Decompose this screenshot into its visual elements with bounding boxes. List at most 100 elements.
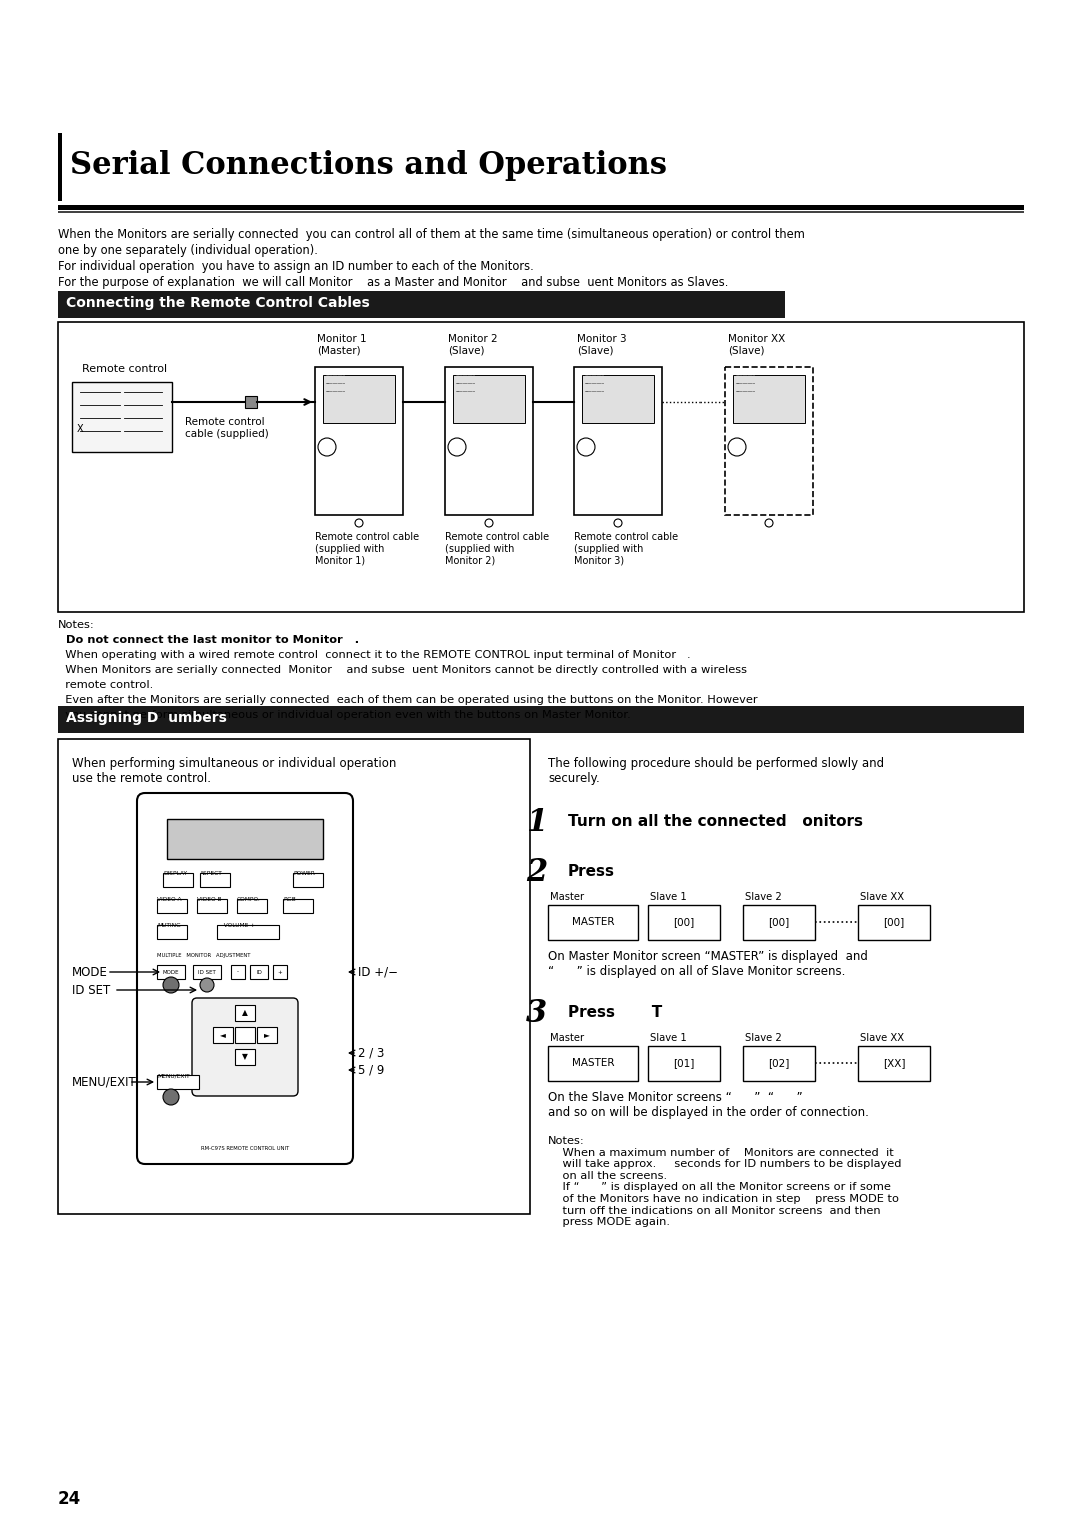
Bar [315, 367, 403, 515]
Text: DISPLAY: DISPLAY [163, 872, 187, 876]
Text: [XX]: [XX] [882, 1058, 905, 1067]
Bar [58, 323, 1024, 612]
Circle shape [318, 437, 336, 456]
Bar [249, 965, 268, 979]
Text: you cannot perform simultaneous or individual operation even with the buttons on: you cannot perform simultaneous or indiv… [58, 709, 631, 720]
Text: 3: 3 [526, 998, 548, 1029]
Text: RGB: RGB [283, 898, 296, 902]
Text: ID SET: ID SET [198, 969, 216, 974]
Text: Assigning D  umbers: Assigning D umbers [66, 711, 227, 725]
Text: Notes:: Notes: [58, 619, 95, 630]
Text: Monitor 2
(Slave): Monitor 2 (Slave) [448, 333, 498, 356]
Text: ID: ID [256, 969, 262, 974]
Text: Remote control
cable (supplied): Remote control cable (supplied) [185, 417, 269, 439]
Bar [283, 899, 313, 913]
Bar [163, 873, 193, 887]
Text: The following procedure should be performed slowly and
securely.: The following procedure should be perfor… [548, 757, 885, 784]
Text: [00]: [00] [883, 917, 905, 927]
Bar [213, 1027, 233, 1043]
Text: Slave 2: Slave 2 [745, 1034, 782, 1043]
Text: Remote control cable
(supplied with
Monitor 1): Remote control cable (supplied with Moni… [315, 532, 419, 566]
Bar [582, 375, 654, 424]
Text: ◄: ◄ [220, 1031, 226, 1040]
Bar [58, 205, 1024, 209]
Bar [157, 965, 185, 979]
Bar [197, 899, 227, 913]
Text: ────────: ──────── [584, 382, 604, 385]
Bar [58, 739, 530, 1214]
Text: ASPECT: ASPECT [200, 872, 222, 876]
Text: Connecting the Remote Control Cables: Connecting the Remote Control Cables [66, 297, 369, 310]
Text: Master: Master [550, 891, 584, 902]
Circle shape [448, 437, 465, 456]
Text: Even after the Monitors are serially connected  each of them can be operated usi: Even after the Monitors are serially con… [58, 696, 758, 705]
Bar [858, 1046, 930, 1081]
Text: On Master Monitor screen “MASTER” is displayed  and
“      ” is displayed on all: On Master Monitor screen “MASTER” is dis… [548, 950, 868, 979]
Bar [858, 905, 930, 940]
Text: When the Monitors are serially connected  you can control all of them at the sam: When the Monitors are serially connected… [58, 228, 805, 242]
Bar [217, 925, 279, 939]
Text: ▼: ▼ [242, 1052, 248, 1061]
Text: POWER: POWER [293, 872, 315, 876]
Circle shape [765, 518, 773, 528]
Circle shape [577, 437, 595, 456]
Text: ID SET: ID SET [72, 983, 110, 997]
Text: ────────: ──────── [325, 390, 345, 394]
Text: MODE: MODE [72, 965, 108, 979]
Bar [445, 367, 534, 515]
Text: remote control.: remote control. [58, 680, 153, 690]
Text: ID +/−: ID +/− [357, 965, 399, 979]
Bar [58, 133, 62, 200]
Bar [273, 965, 287, 979]
Text: Slave 2: Slave 2 [745, 891, 782, 902]
Circle shape [485, 518, 492, 528]
Text: Turn on all the connected   onitors: Turn on all the connected onitors [568, 813, 863, 829]
FancyBboxPatch shape [137, 794, 353, 1164]
Text: Slave XX: Slave XX [860, 1034, 904, 1043]
Text: ►: ► [265, 1031, 270, 1040]
Text: Remote control cable
(supplied with
Monitor 3): Remote control cable (supplied with Moni… [573, 532, 678, 566]
Text: X: X [77, 424, 83, 434]
Text: Monitor 3
(Slave): Monitor 3 (Slave) [577, 333, 626, 356]
Bar [200, 873, 230, 887]
Bar [725, 367, 813, 515]
Text: MODE: MODE [163, 969, 179, 974]
Text: When Monitors are serially connected  Monitor    and subse  uent Monitors cannot: When Monitors are serially connected Mon… [58, 665, 747, 674]
Text: VIDEO B: VIDEO B [197, 898, 221, 902]
Text: When performing simultaneous or individual operation
use the remote control.: When performing simultaneous or individu… [72, 757, 396, 784]
Text: ────────: ──────── [735, 375, 755, 378]
Text: Monitor 1
(Master): Monitor 1 (Master) [318, 333, 366, 356]
Text: Serial Connections and Operations: Serial Connections and Operations [70, 150, 667, 180]
Bar [58, 211, 1024, 213]
Text: [00]: [00] [768, 917, 789, 927]
Bar [235, 1027, 255, 1043]
Circle shape [728, 437, 746, 456]
Bar [193, 965, 221, 979]
Text: 5 / 9: 5 / 9 [357, 1064, 384, 1076]
Text: For individual operation  you have to assign an ID number to each of the Monitor: For individual operation you have to ass… [58, 260, 534, 274]
Bar [648, 905, 720, 940]
Text: MULTIPLE   MONITOR   ADJUSTMENT: MULTIPLE MONITOR ADJUSTMENT [157, 953, 251, 959]
Text: VIDEO A: VIDEO A [157, 898, 181, 902]
Text: 2 / 3: 2 / 3 [357, 1046, 384, 1060]
Circle shape [200, 979, 214, 992]
Text: MUTING: MUTING [157, 924, 180, 928]
Text: For the purpose of explanation  we will call Monitor    as a Master and Monitor : For the purpose of explanation we will c… [58, 277, 728, 289]
Text: ────────: ──────── [455, 390, 475, 394]
Text: ────────: ──────── [325, 382, 345, 385]
Text: one by one separately (individual operation).: one by one separately (individual operat… [58, 245, 318, 257]
Text: ────────: ──────── [455, 382, 475, 385]
Bar [548, 1046, 638, 1081]
FancyBboxPatch shape [192, 998, 298, 1096]
Text: COMPO.: COMPO. [237, 898, 260, 902]
Text: ────────: ──────── [325, 375, 345, 378]
Bar [257, 1027, 276, 1043]
Text: ────────: ──────── [735, 382, 755, 385]
Bar [743, 1046, 815, 1081]
Bar [237, 899, 267, 913]
Text: [01]: [01] [673, 1058, 694, 1067]
Text: Do not connect the last monitor to Monitor   .: Do not connect the last monitor to Monit… [58, 635, 360, 645]
Bar [157, 925, 187, 939]
Text: 1: 1 [526, 807, 548, 838]
Text: Slave 1: Slave 1 [650, 1034, 687, 1043]
